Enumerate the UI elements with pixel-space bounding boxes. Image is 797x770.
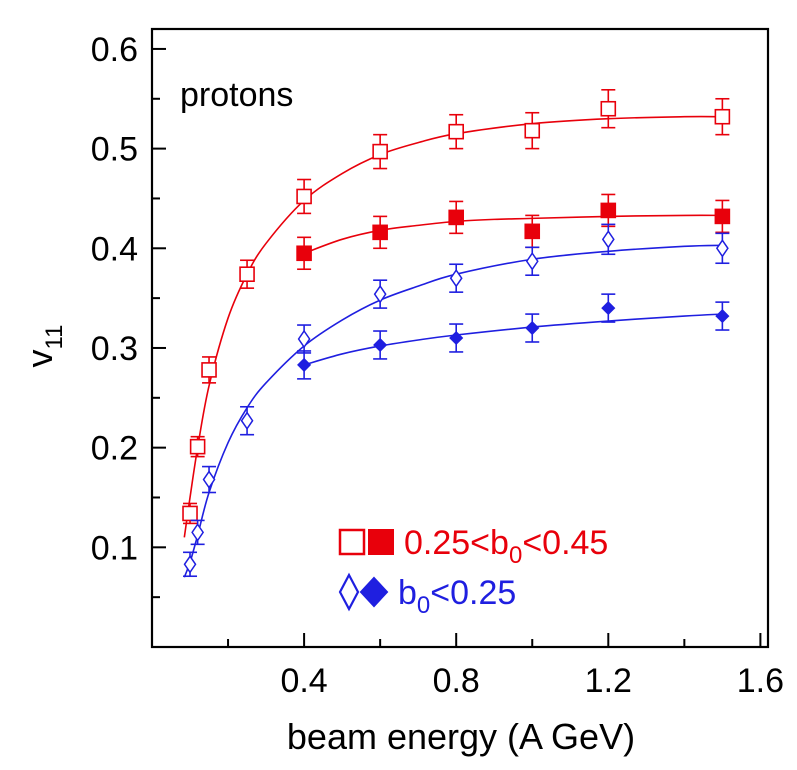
fit-curves [183,115,723,578]
x-tick-label: 1.6 [737,662,784,700]
y-axis-label-sub: 11 [41,325,68,350]
legend: 0.25<b0<0.45 b0<0.25 [338,524,608,619]
data-point [714,108,731,125]
y-tick-label: 0.4 [91,230,138,268]
fit-curve-3 [303,313,723,366]
fit-curve-2 [183,244,723,578]
data-point [449,268,463,288]
legend-entry-red: 0.25<b0<0.45 [338,524,608,569]
data-point [525,320,540,336]
data-point [372,143,388,160]
data-point [600,100,617,117]
data-point [239,266,255,283]
data-point [201,362,217,378]
data-point [189,438,206,455]
data-point [373,284,387,304]
data-point [372,224,388,241]
legend-entry-blue: b0<0.25 [338,572,516,619]
data-point [191,523,205,542]
data-point [601,301,616,316]
data-point [373,337,388,353]
series-3 [297,293,730,380]
series-2 [183,223,730,578]
legend-label-red-main: 0.25<b [404,524,509,562]
data-point [448,209,464,226]
x-tick-label: 0.4 [280,662,327,700]
legend-marker-red-filled [368,529,394,555]
data-point [600,202,617,219]
y-tick-label: 0.6 [91,31,138,69]
y-tick-label: 0.3 [91,330,138,368]
data-point [525,251,539,271]
x-tick-label: 1.2 [585,662,632,700]
y-axis-label: v11 [19,325,68,368]
legend-label-blue: b0<0.25 [398,574,516,619]
data-point [182,505,198,522]
data-point [183,554,197,574]
legend-label-blue-tail: <0.25 [430,574,516,612]
data-point [202,470,216,489]
legend-label-red-sub: 0 [509,542,522,569]
data-point [296,188,312,205]
data-point [714,208,731,225]
data-point [715,238,729,258]
legend-label-blue-sub: 0 [417,592,430,619]
data-point [601,229,615,249]
data-point [524,223,541,240]
plot-frame [150,27,770,649]
data-point [296,245,312,262]
annotation-protons: protons [180,76,293,114]
fit-curve-0 [183,115,723,538]
y-axis-label-main: v [19,349,60,367]
x-axis-label: beam energy (A GeV) [287,716,635,757]
axis-ticks [152,47,762,647]
legend-marker-red-open [338,528,366,556]
data-point [448,123,464,140]
legend-label-red-tail: <0.45 [522,524,608,562]
y-tick-label: 0.1 [91,529,138,567]
data-point [297,357,312,372]
x-tick-label: 0.8 [433,662,480,700]
series-1 [296,193,731,271]
y-tick-label: 0.2 [91,430,138,468]
legend-label-blue-main: b [398,574,417,612]
tick-labels: 0.4 0.8 1.2 1.6 0.1 0.2 0.3 0.4 0.5 0.6 [91,31,784,700]
data-series [182,89,731,578]
data-point [449,330,464,346]
data-point [715,309,730,324]
y-tick-label: 0.5 [91,131,138,169]
data-point [297,329,311,349]
data-point [524,122,541,139]
legend-marker-blue-filled [359,576,389,608]
data-point [240,411,254,431]
legend-label-red: 0.25<b0<0.45 [404,524,608,569]
series-0 [182,89,731,525]
legend-marker-blue-open [338,572,360,612]
fit-curve-1 [303,214,723,255]
